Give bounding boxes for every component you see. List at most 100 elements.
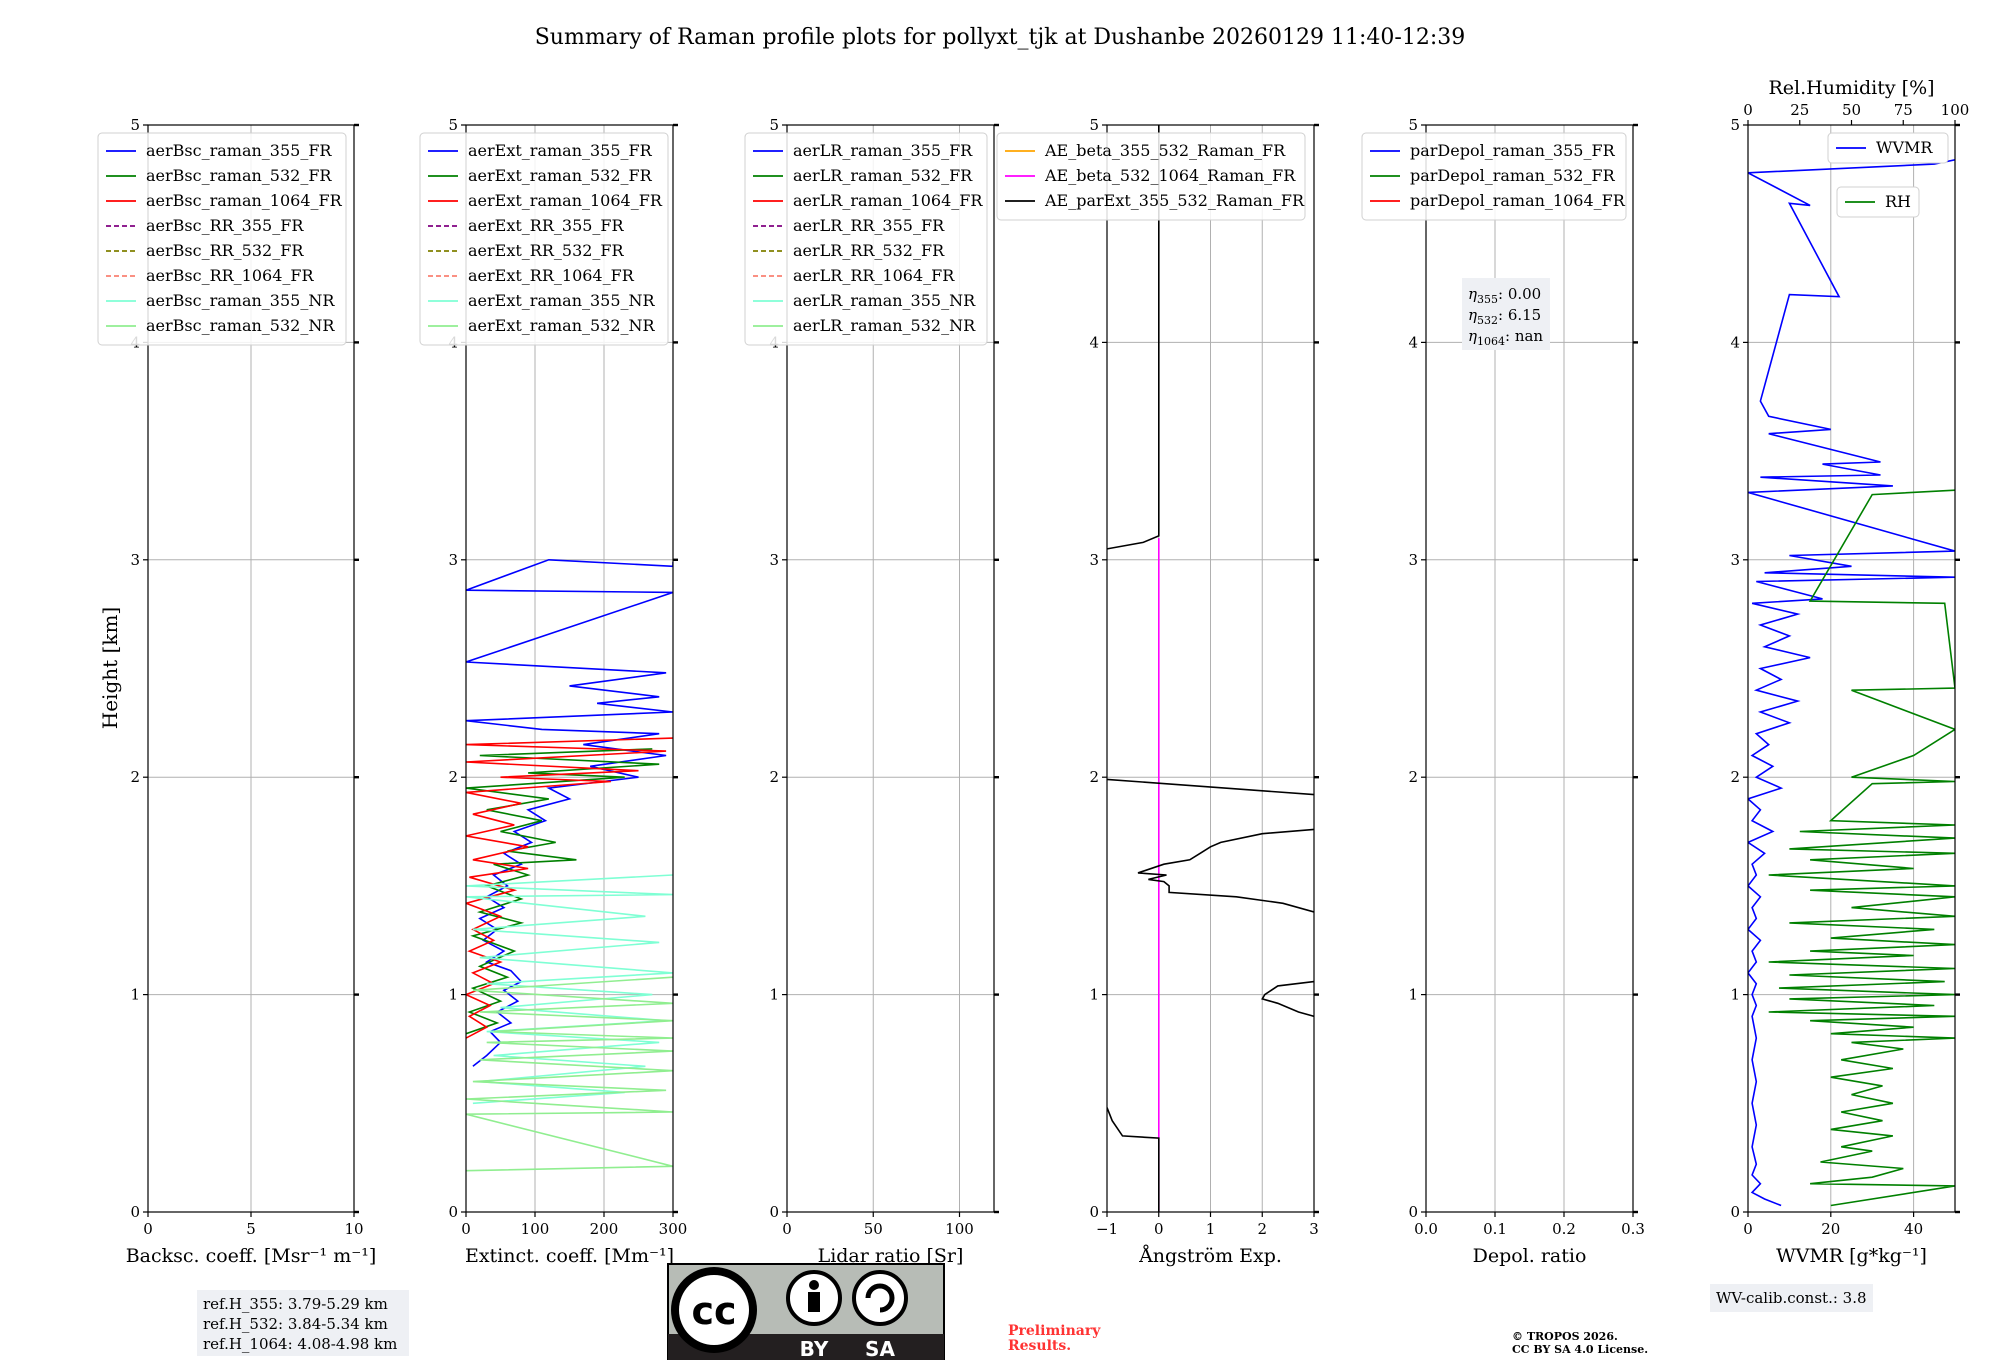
series-line-AE_parExt_355_532_Raman_FR [1107,778,1314,796]
legend-label: aerExt_raman_532_FR [468,166,653,185]
legend-label: aerExt_raman_355_FR [468,141,653,160]
axes-frame [465,124,674,1213]
note-bg [197,1290,409,1356]
x2-tick-label: 25 [1790,101,1809,119]
x-tick-label: 1 [1206,1220,1216,1238]
x2-tick-label: 100 [1941,101,1970,119]
y-tick-label: 0 [1408,1203,1418,1221]
legend-box [744,132,988,346]
y-tick-label: 4 [1730,333,1740,351]
legend-label: aerLR_RR_532_FR [793,241,945,260]
legend-extinction: aerExt_raman_355_FR aerExt_raman_532_FRae… [419,132,669,346]
series-line-AE_parExt_355_532_Raman_FR [1137,828,1314,913]
series-line-aerExt_raman_355_FR [466,558,673,1067]
series-group [466,558,673,1172]
y-tick-label: 1 [1089,986,1099,1004]
preliminary-text: Results. [1008,1338,1071,1354]
legend-label: aerLR_raman_355_NR [793,291,976,310]
legend-label: aerExt_raman_1064_FR [468,191,663,210]
legend-label: aerExt_raman_355_NR [468,291,656,310]
x-tick-label: 0 [782,1220,792,1238]
legend-label: aerBsc_raman_355_FR [146,141,332,160]
legend-label: parDepol_raman_532_FR [1410,166,1616,185]
note-bg [1710,1284,1873,1312]
legend-angstrom: AE_beta_355_532_Raman_FR AE_beta_532_1064… [996,132,1306,221]
y-tick-label: 1 [1408,986,1418,1004]
x2-axis-label: Rel.Humidity [%] [1768,77,1934,99]
sa-icon [852,1270,908,1326]
x-tick-label: 0.2 [1552,1220,1576,1238]
legend-depolarization: parDepol_raman_355_FR parDepol_raman_532_… [1361,132,1627,221]
ref-height-line: ref.H_355: 3.79-5.29 km [203,1295,388,1313]
x2-tick-label: 50 [1842,101,1861,119]
y-tick-label: 0 [769,1203,779,1221]
legend-label: aerLR_raman_1064_FR [793,191,983,210]
sa-icon-arrow [865,1283,895,1313]
x-tick-label: 0.1 [1483,1220,1507,1238]
eta-line: η355: 0.00 [1468,285,1541,306]
y-tick-label: 5 [1408,116,1418,134]
y-tick-label: 0 [1089,1203,1099,1221]
series-group [1748,159,1955,1207]
legend-label: aerBsc_raman_355_NR [146,291,335,310]
cc-logo-inner [679,1275,749,1345]
legend-label: aerLR_raman_532_NR [793,316,976,335]
panel-backscatter: 0123450510Backsc. coeff. [Msr⁻¹ m⁻¹]aerB… [97,116,376,1267]
ref-height-line: ref.H_532: 3.84-5.34 km [203,1315,388,1333]
y-tick-label: 5 [769,116,779,134]
series-line-aerExt_raman_532_NR [466,976,673,1172]
x-axis-label: Ångström Exp. [1138,1245,1282,1267]
x-axis-label: Extinct. coeff. [Mm⁻¹] [465,1245,674,1267]
y-tick-label: 0 [1730,1203,1740,1221]
x-tick-label: 100 [521,1220,550,1238]
legend-box [97,132,347,346]
license-badge: cc BY SA [667,1263,945,1360]
legend-label: parDepol_raman_1064_FR [1410,191,1626,210]
series-line-aerExt_raman_1064_FR [466,737,673,1039]
axes-frame [1747,124,1956,1213]
series-line-AE_parExt_355_532_Raman_FR [1107,125,1160,550]
legend-label: aerExt_RR_355_FR [468,216,625,235]
y-tick-label: 3 [769,551,779,569]
legend-label: aerExt_raman_532_NR [468,316,656,335]
legend-label: AE_parExt_355_532_Raman_FR [1044,191,1305,210]
eta-line: η1064: nan [1468,327,1543,348]
x-tick-label: 300 [659,1220,688,1238]
wv-calib-text: WV-calib.const.: 3.8 [1716,1289,1867,1307]
series-line-RH [1768,489,1955,1207]
legend-label: aerLR_raman_355_FR [793,141,973,160]
x-tick-label: −1 [1096,1220,1118,1238]
y-tick-label: 5 [1730,116,1740,134]
y-axis-label: Height [km] [98,607,122,729]
y-tick-label: 5 [130,116,140,134]
y-tick-label: 2 [130,768,140,786]
eta-line: η532: 6.15 [1468,306,1541,327]
axes-frame [786,124,995,1213]
legend-label: aerBsc_raman_1064_FR [146,191,343,210]
sa-label: SA [865,1337,895,1360]
wv-calib-box: WV-calib.const.: 3.8 [1710,1284,1873,1312]
series-group [1107,125,1314,1212]
legend-label: AE_beta_532_1064_Raman_FR [1044,166,1296,185]
x-tick-label: 3 [1309,1220,1319,1238]
y-tick-label: 2 [448,768,458,786]
y-tick-label: 3 [130,551,140,569]
axes-frame [1425,124,1634,1213]
legend-box [1827,132,1949,164]
by-label: BY [800,1337,829,1360]
y-tick-label: 1 [769,986,779,1004]
y-tick-label: 4 [1408,333,1418,351]
series-line-AE_parExt_355_532_Raman_FR [1261,980,1314,1018]
panel-extinction: 0123450100200300Extinct. coeff. [Mm⁻¹]ae… [419,116,688,1267]
legend-label: aerExt_RR_1064_FR [468,266,635,285]
legend-label: aerBsc_RR_1064_FR [146,266,315,285]
y-tick-label: 1 [1730,986,1740,1004]
x2-tick-label: 0 [1743,101,1753,119]
preliminary-text: Preliminary [1008,1323,1101,1339]
x-tick-label: 50 [864,1220,883,1238]
y-tick-label: 3 [1730,551,1740,569]
y-tick-label: 4 [1089,333,1099,351]
